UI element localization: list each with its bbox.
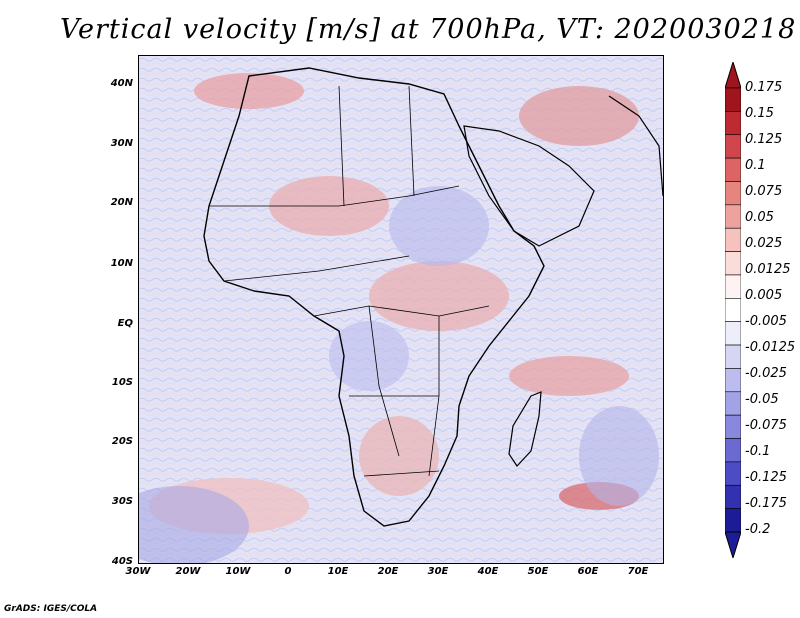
- lat-label-10n: 10N: [110, 258, 133, 269]
- colorbar-bottom-arrow: [725, 531, 741, 558]
- colorbar-label: -0.075: [745, 418, 787, 433]
- lon-label-20e: 20E: [377, 566, 399, 577]
- lon-label-70e: 70E: [627, 566, 649, 577]
- lat-label-40n: 40N: [110, 78, 133, 89]
- colorbar-label: -0.005: [745, 314, 787, 329]
- lat-label-20n: 20N: [110, 197, 133, 208]
- colorbar-swatch: [725, 391, 741, 416]
- lon-label-10e: 10E: [327, 566, 349, 577]
- colorbar-label: 0.005: [745, 288, 783, 303]
- colorbar-swatch: [725, 251, 741, 276]
- colorbar-swatch: [725, 157, 741, 182]
- credit-label: GrADS: IGES/COLA: [4, 604, 98, 614]
- colorbar-label: -0.125: [745, 470, 787, 485]
- colorbar-swatch: [725, 321, 741, 346]
- colorbar-swatch: [725, 484, 741, 509]
- lon-label-60e: 60E: [577, 566, 599, 577]
- colorbar-label: 0.175: [745, 80, 783, 95]
- colorbar-swatch: [725, 181, 741, 206]
- colorbar-swatch: [725, 344, 741, 369]
- colorbar-swatch: [725, 438, 741, 463]
- lat-label-30s: 30S: [111, 496, 133, 507]
- colorbar-label: 0.0125: [745, 262, 791, 277]
- lon-label-30e: 30E: [427, 566, 449, 577]
- colorbar-label: -0.1: [745, 444, 771, 459]
- lon-label-10w: 10W: [225, 566, 251, 577]
- lat-label-40s: 40S: [111, 556, 133, 567]
- country-borders: [209, 85, 490, 477]
- colorbar-label: -0.025: [745, 366, 787, 381]
- map-panel: [138, 55, 664, 564]
- colorbar-swatch: [725, 274, 741, 299]
- colorbar-swatch: [725, 87, 741, 112]
- colorbar-label: -0.0125: [745, 340, 796, 355]
- colorbar-label: 0.075: [745, 184, 783, 199]
- colorbar-swatch: [725, 227, 741, 252]
- colorbar-swatch: [725, 508, 741, 533]
- colorbar-label: -0.05: [745, 392, 779, 407]
- lon-label-50e: 50E: [527, 566, 549, 577]
- lat-label-eq: EQ: [117, 318, 133, 329]
- colorbar-swatch: [725, 298, 741, 322]
- colorbar-swatch: [725, 204, 741, 229]
- asia-coastline: [608, 95, 663, 197]
- lon-label-30w: 30W: [125, 566, 151, 577]
- colorbar-label: -0.2: [745, 522, 771, 537]
- madagascar-coastline: [508, 391, 542, 467]
- colorbar-label: 0.125: [745, 132, 783, 147]
- colorbar-label: 0.05: [745, 210, 774, 225]
- colorbar-label: -0.175: [745, 496, 787, 511]
- map-canvas: [139, 56, 663, 563]
- colorbar-top-arrow: [725, 62, 741, 89]
- downdraft-patches: [139, 186, 659, 563]
- lon-label-0: 0: [284, 566, 292, 577]
- lat-label-30n: 30N: [110, 138, 133, 149]
- arabia-coastline: [463, 125, 595, 247]
- colorbar-label: 0.025: [745, 236, 783, 251]
- lon-label-20w: 20W: [175, 566, 201, 577]
- colorbar-label: 0.1: [745, 158, 766, 173]
- lat-label-20s: 20S: [111, 436, 133, 447]
- colorbar-swatch: [725, 134, 741, 159]
- colorbar-label: 0.15: [745, 106, 774, 121]
- lat-label-10s: 10S: [111, 377, 133, 388]
- lon-label-40e: 40E: [477, 566, 499, 577]
- colorbar: [725, 62, 741, 558]
- colorbar-swatch: [725, 111, 741, 136]
- colorbar-swatch: [725, 368, 741, 393]
- chart-title: Vertical velocity [m/s] at 700hPa, VT: 2…: [60, 14, 797, 45]
- colorbar-swatch: [725, 414, 741, 439]
- colorbar-swatch: [725, 461, 741, 486]
- africa-coastline: [203, 67, 545, 527]
